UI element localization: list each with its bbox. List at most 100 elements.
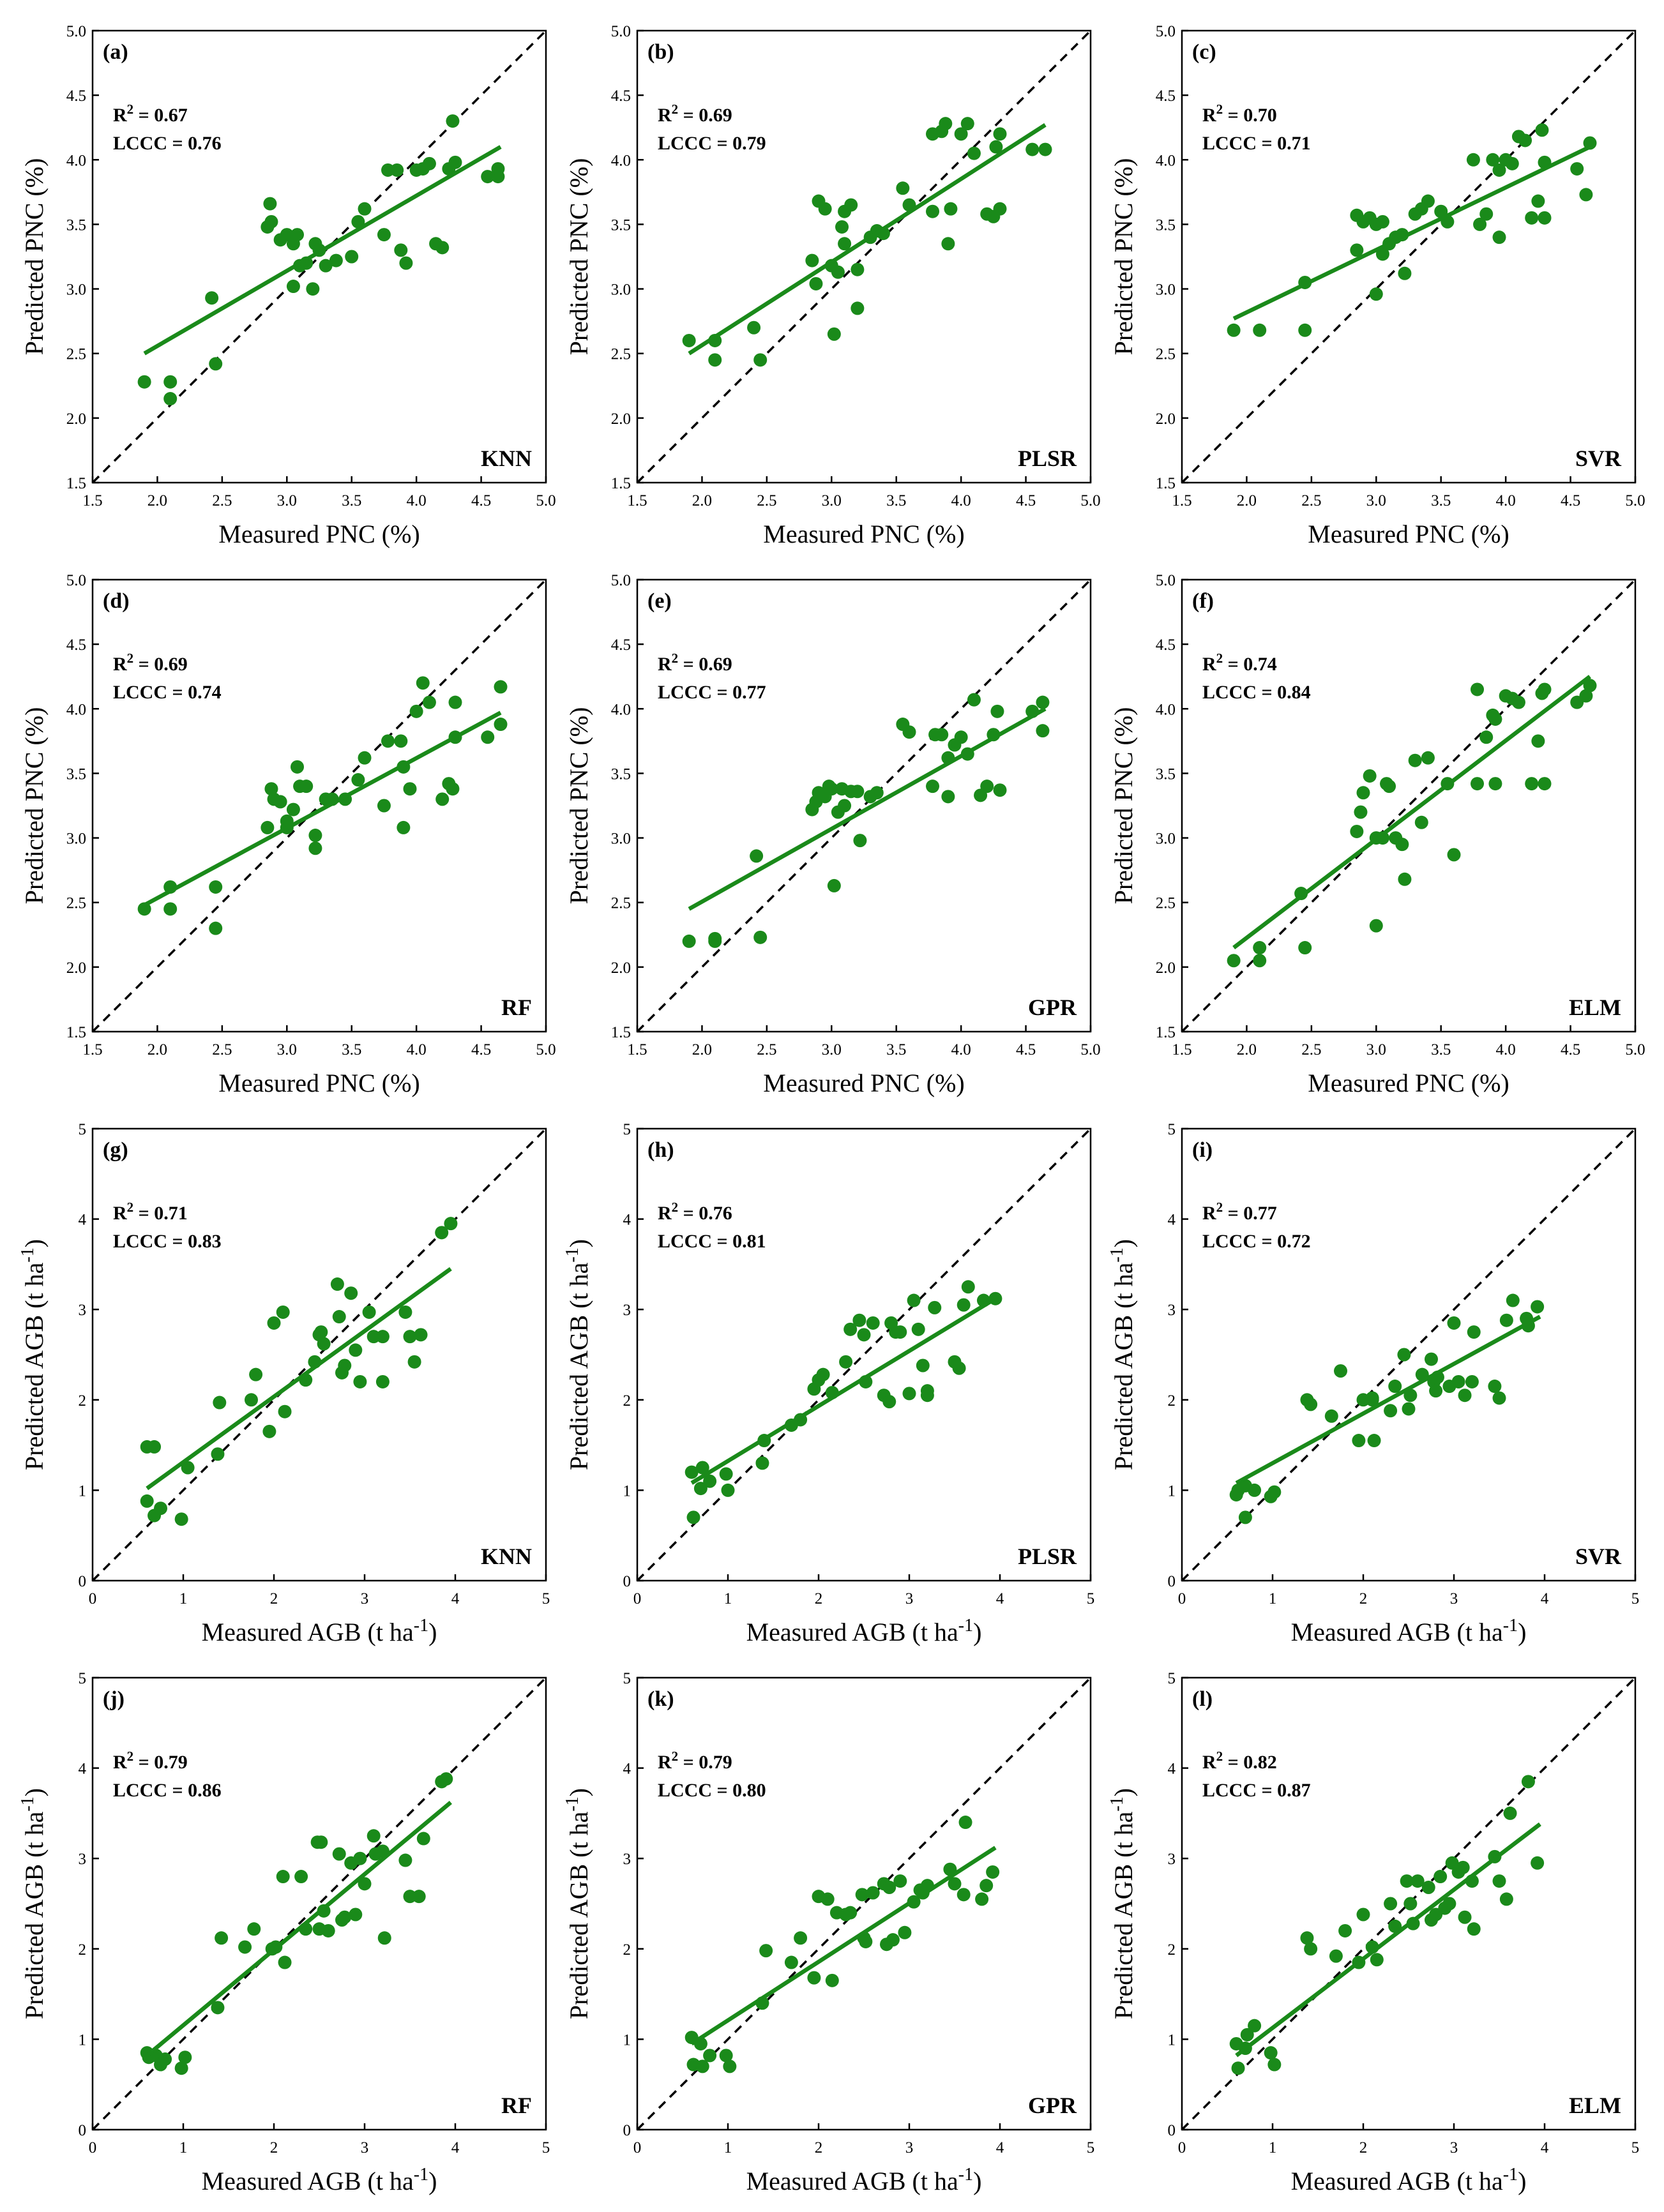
data-point [1518,133,1532,147]
data-point [979,1879,994,1893]
data-point [409,704,423,718]
data-point [1429,1384,1443,1398]
plot-frame [636,29,1092,484]
y-tick-label: 2.5 [66,346,86,363]
fit-line [1235,1314,1541,1485]
data-point [1369,287,1383,301]
data-point [416,1832,430,1846]
data-point [215,1931,229,1945]
fit-line [690,1846,997,2046]
data-point [948,1877,962,1891]
data-point [1433,1870,1448,1884]
data-point [1570,162,1584,176]
data-point [975,1892,989,1906]
data-point [939,117,953,131]
x-tick-label: 5 [1087,1590,1095,1607]
data-point [1334,1364,1347,1378]
data-point [491,162,505,176]
data-point [721,1483,735,1497]
data-point [1531,194,1545,208]
data-point [866,1316,880,1330]
x-tick-label: 3 [905,1590,914,1607]
y-tick-label: 4 [1168,1212,1176,1229]
panel-b: 1.5 2.0 2.5 3.0 3.5 4.0 4.5 5.0 1.5 2.0 2.5 3.0 3.5 4… [564,23,1101,548]
data-point [209,880,223,894]
data-point [958,1816,972,1830]
data-point [851,301,865,315]
data-point [422,156,436,170]
data-point [397,820,411,834]
x-tick-label: 4 [451,1590,460,1607]
data-point [351,773,365,787]
data-point [1036,724,1050,738]
data-point [685,1465,699,1479]
data-point [416,676,430,690]
x-tick-label: 2.0 [692,492,712,509]
data-point [682,934,696,948]
data-point [1421,751,1435,765]
r-squared-text: R2 = 0.69 [658,102,732,126]
data-point [294,1870,308,1884]
x-tick-label: 0 [1178,1590,1186,1607]
data-point [1538,777,1552,791]
y-tick-label: 2.0 [1156,959,1176,977]
data-point [358,1877,372,1891]
data-point [1324,1409,1338,1423]
data-point [211,1447,225,1461]
y-axis-title: Predicted AGB (t ha-1) [18,1788,49,2019]
r-squared-text: R2 = 0.74 [1202,651,1277,675]
r-squared-text: R2 = 0.76 [658,1200,732,1224]
data-point [1267,2058,1282,2072]
y-tick-label: 2.5 [611,346,631,363]
data-point [1227,323,1241,337]
y-tick-label: 1 [623,2031,632,2049]
data-point [317,1337,331,1351]
data-point [882,1881,896,1895]
data-point [852,1313,866,1327]
data-point [1231,2061,1245,2075]
data-point [377,799,391,813]
data-point [1579,188,1593,202]
data-point [1525,777,1539,791]
data-point [312,1922,326,1936]
x-tick-label: 0 [89,1590,97,1607]
x-tick-label: 3.0 [277,1041,297,1058]
plot-frame [91,29,547,484]
x-tick-label: 4.0 [951,492,971,509]
panel-d: 1.5 2.0 2.5 3.0 3.5 4.0 4.5 5.0 1.5 2.0 2.5 3.0 3.5 4… [20,572,556,1097]
data-point [1350,243,1364,257]
panel-h: 0 1 2 3 4 5 0 1 2 3 4 5 (h) R2 = 0.76 LCCC = 0.81 PLSR M… [563,1121,1095,1646]
data-point [444,1217,458,1231]
model-name: PLSR [1018,1544,1077,1569]
data-point [1486,153,1500,167]
x-tick-label: 4 [1541,2139,1549,2156]
lccc-text: LCCC = 0.74 [113,682,222,703]
data-point [205,291,219,305]
data-point [1467,1922,1481,1936]
data-point [957,1888,971,1902]
data-point [407,1355,421,1369]
data-point [158,2052,172,2066]
data-point [1531,734,1545,748]
panel-label: (f) [1192,589,1214,613]
data-point [1350,824,1364,838]
data-point [446,114,460,128]
x-tick-label: 3 [905,2139,914,2156]
data-point [163,375,178,389]
data-point [843,1322,858,1336]
x-tick-label: 1 [179,2139,188,2156]
y-tick-label: 4.0 [66,701,86,718]
data-point [249,1367,263,1381]
data-point [319,259,333,273]
plot-frame [1181,1676,1637,2131]
x-tick-label: 5 [1631,1590,1640,1607]
panel-label: (g) [103,1138,128,1162]
data-point [893,1325,907,1339]
y-tick-label: 5 [623,1121,632,1138]
data-point [414,1328,428,1342]
data-point [723,2059,737,2073]
data-point [824,782,838,796]
y-tick-label: 3.0 [611,282,631,299]
y-axis-title: Predicted PNC (%) [20,158,49,356]
